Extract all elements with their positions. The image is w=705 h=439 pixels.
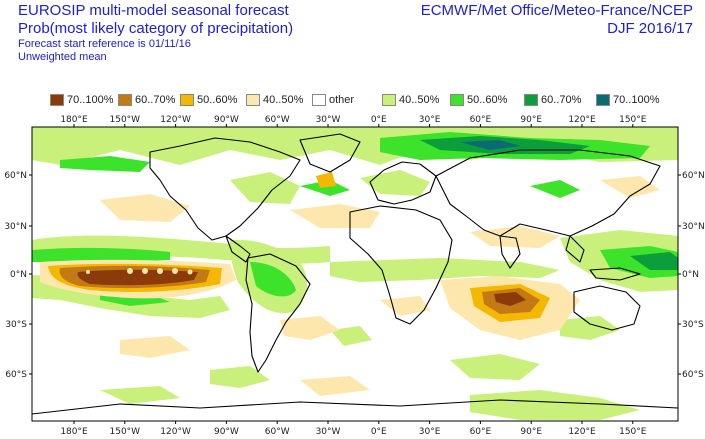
lon-label-top: 120°W	[160, 115, 191, 125]
title-right-block: ECMWF/Met Office/Meteo-France/NCEP DJF 2…	[421, 2, 693, 38]
lat-label-left: 0°N	[10, 270, 27, 280]
chart-title: EUROSIP multi-model seasonal forecast	[18, 2, 289, 19]
legend-label: other	[329, 94, 355, 106]
lon-label-top: 180°E	[60, 115, 88, 125]
weighting-note: Unweighted mean	[18, 51, 107, 63]
lon-label-top: 0°E	[371, 115, 387, 125]
lat-label-left: 60°S	[5, 370, 27, 380]
legend-label: 70..100%	[67, 94, 114, 106]
lon-label-bottom: 60°W	[265, 427, 290, 437]
lon-label-bottom: 120°E	[568, 427, 596, 437]
lon-label-bottom: 120°W	[160, 427, 191, 437]
lat-label-right: 60°S	[682, 370, 704, 380]
legend-swatch	[312, 94, 326, 106]
legend-swatch	[246, 94, 260, 106]
lon-label-top: 150°E	[619, 115, 647, 125]
lon-label-top: 60°W	[265, 115, 290, 125]
lon-label-bottom: 90°E	[520, 427, 542, 437]
legend: 70..100% 60..70% 50..60% 40..50% other 40..50…	[50, 93, 670, 107]
lon-label-bottom: 30°W	[316, 427, 341, 437]
legend-swatch	[118, 94, 132, 106]
lon-label-top: 90°W	[214, 115, 239, 125]
chart-subtitle: Prob(most likely category of precipitati…	[18, 20, 294, 37]
legend-label: 50..60%	[467, 94, 508, 106]
start-reference: Forecast start reference is 01/11/16	[18, 38, 191, 50]
legend-label: 60..70%	[541, 94, 582, 106]
lon-label-bottom: 180°E	[60, 427, 88, 437]
legend-label: 40..50%	[263, 94, 304, 106]
lat-label-right: 30°S	[682, 320, 704, 330]
lon-label-bottom: 60°E	[470, 427, 492, 437]
legend-label: 60..70%	[135, 94, 176, 106]
coastlines	[32, 133, 678, 415]
lon-label-top: 30°W	[316, 115, 341, 125]
lat-label-left: 30°N	[4, 222, 27, 232]
legend-label: 50..60%	[197, 94, 238, 106]
dry-70-100-regions	[77, 269, 526, 306]
axis-labels: 180°E 180°E 150°W 150°W 120°W 120°W 90°W 90°W 60…	[4, 115, 704, 437]
legend-label: 40..50%	[399, 94, 440, 106]
lon-label-top: 90°E	[520, 115, 542, 125]
lat-label-right: 30°N	[682, 222, 705, 232]
lat-label-left: 30°S	[5, 320, 27, 330]
lon-label-top: 120°E	[568, 115, 596, 125]
lat-label-left: 60°N	[4, 171, 27, 181]
lon-label-top: 60°E	[470, 115, 492, 125]
legend-swatch	[382, 94, 396, 106]
lon-label-bottom: 0°E	[371, 427, 387, 437]
lon-label-top: 150°W	[110, 115, 141, 125]
lon-label-bottom: 90°W	[214, 427, 239, 437]
legend-swatch	[524, 94, 538, 106]
title-block: EUROSIP multi-model seasonal forecast Pr…	[18, 2, 293, 64]
axis-ticks	[29, 124, 681, 424]
lon-label-bottom: 30°E	[419, 427, 441, 437]
lat-label-right: 0°N	[682, 270, 699, 280]
wet-70-100-regions	[460, 140, 520, 150]
legend-swatch	[596, 94, 610, 106]
legend-swatch	[450, 94, 464, 106]
legend-swatch	[50, 94, 64, 106]
season-label: DJF 2016/17	[607, 20, 693, 37]
lat-label-right: 60°N	[682, 171, 705, 181]
lon-label-bottom: 150°W	[110, 427, 141, 437]
centres-label: ECMWF/Met Office/Meteo-France/NCEP	[420, 2, 693, 19]
legend-swatch	[180, 94, 194, 106]
map-field	[32, 127, 678, 421]
legend-label: 70..100%	[613, 94, 660, 106]
max-prob-markers	[86, 268, 193, 275]
lon-label-top: 30°E	[419, 115, 441, 125]
lon-label-bottom: 150°E	[619, 427, 647, 437]
